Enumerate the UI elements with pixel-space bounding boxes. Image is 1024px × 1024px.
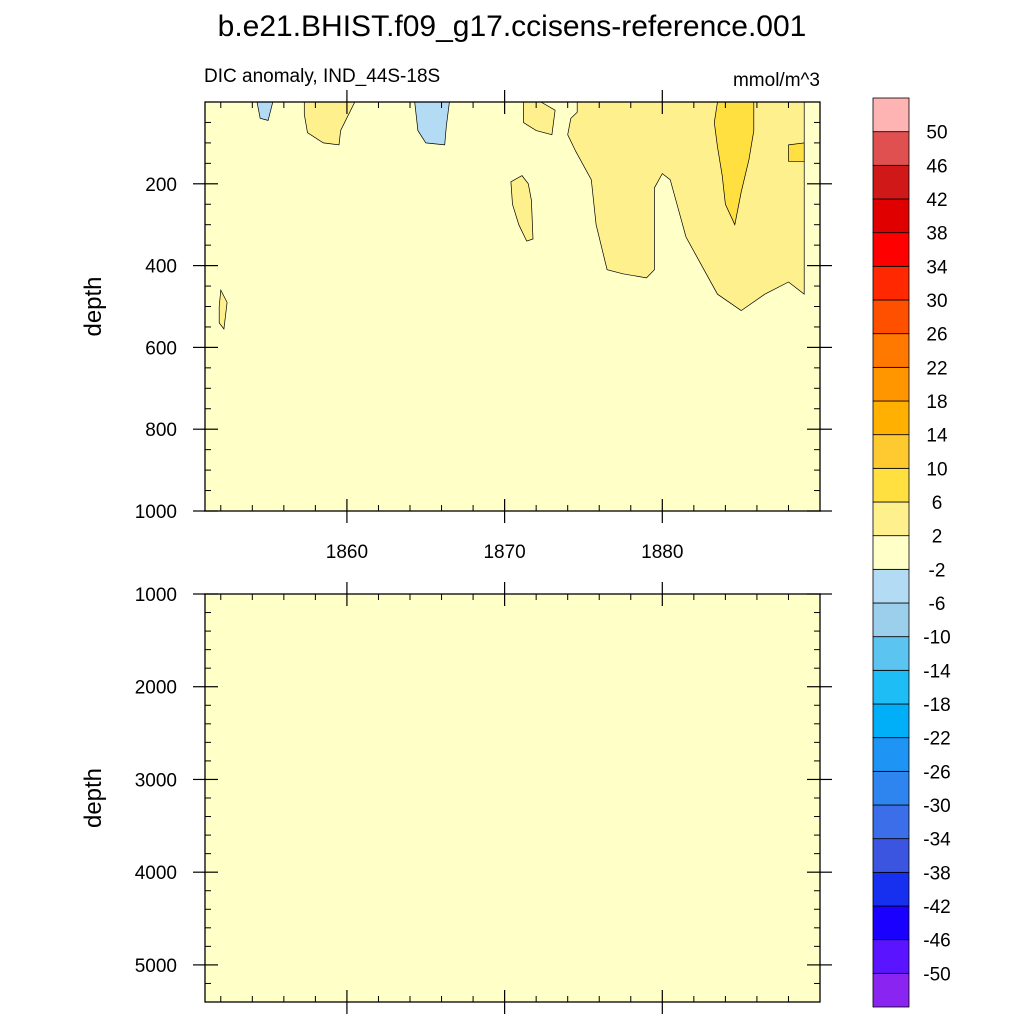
colorbar-label: 42 (926, 190, 947, 211)
y-tick-label: 1000 (135, 585, 177, 606)
colorbar-swatch (872, 400, 910, 436)
colorbar-swatch (872, 804, 910, 840)
colorbar-swatch (872, 131, 910, 166)
colorbar-swatch (872, 265, 910, 301)
colorbar-label: -6 (929, 594, 946, 615)
contour-region (713, 102, 755, 226)
y-tick-label: 800 (145, 420, 177, 441)
x-tick-label: 1880 (641, 542, 683, 563)
colorbar-swatch (872, 568, 910, 604)
colorbar-swatch (872, 636, 910, 671)
colorbar-swatch (872, 737, 910, 772)
colorbar-label: 18 (926, 392, 947, 413)
panel-frame (204, 101, 821, 512)
y-axis-label: depth (80, 768, 107, 828)
y-tick-label: 4000 (135, 863, 177, 884)
colorbar-label: 26 (926, 325, 947, 346)
colorbar-swatch (872, 333, 910, 368)
chart-units: mmol/m^3 (733, 70, 820, 91)
contour-regions (218, 102, 805, 330)
colorbar-label: 2 (932, 527, 943, 548)
contour-region (303, 102, 356, 146)
contour-region (256, 102, 274, 121)
x-tick-label: 1860 (326, 542, 368, 563)
colorbar-swatch (872, 232, 910, 267)
colorbar-swatch (872, 703, 910, 739)
colorbar-label: 38 (926, 224, 947, 245)
colorbar-swatch (872, 669, 910, 705)
chart-subtitle-left: DIC anomaly, IND_44S-18S (204, 66, 440, 87)
colorbar-label: 14 (926, 426, 948, 447)
y-tick-label: 5000 (135, 956, 177, 977)
colorbar: -50-46-42-38-34-30-26-22-18-14-10-6-2261… (872, 97, 951, 1008)
colorbar-swatch (872, 871, 910, 907)
contour-region (788, 142, 805, 162)
y-tick-label: 3000 (135, 770, 177, 791)
colorbar-swatch (872, 535, 910, 570)
colorbar-label: -42 (923, 897, 950, 918)
colorbar-swatch (872, 366, 910, 402)
contour-region (218, 288, 228, 330)
contour-region (523, 102, 556, 136)
colorbar-label: -38 (923, 863, 950, 884)
upper-panel: 200 400 600 800 1000 1860 1870 1880 depth (80, 90, 832, 563)
colorbar-label: 22 (926, 358, 947, 379)
colorbar-swatch (872, 164, 910, 200)
colorbar-swatch (872, 770, 910, 806)
colorbar-label: -22 (923, 729, 950, 750)
y-axis-label: depth (80, 276, 107, 336)
colorbar-swatch (872, 97, 910, 133)
colorbar-label: 30 (926, 291, 947, 312)
colorbar-swatch (872, 939, 910, 974)
colorbar-label: 6 (932, 493, 943, 514)
colorbar-swatch (872, 299, 910, 335)
colorbar-label: -46 (923, 931, 950, 952)
colorbar-label: 34 (926, 257, 948, 278)
y-tick-label: 1000 (135, 502, 177, 523)
panel-background (205, 594, 820, 1002)
contour-region (414, 102, 450, 146)
colorbar-swatch (872, 467, 910, 503)
colorbar-swatch (872, 434, 910, 469)
colorbar-swatch (872, 838, 910, 873)
lower-panel: 1000 2000 3000 4000 5000 depth (80, 582, 832, 1014)
colorbar-label: -30 (923, 796, 950, 817)
colorbar-label: -18 (923, 695, 950, 716)
panel-frame (204, 593, 821, 1003)
colorbar-swatch (872, 602, 910, 638)
colorbar-label: -26 (923, 762, 950, 783)
contour-region (510, 175, 534, 242)
colorbar-label: 50 (926, 123, 947, 144)
chart-title: b.e21.BHIST.f09_g17.ccisens-reference.00… (218, 10, 807, 43)
colorbar-swatch (872, 905, 910, 941)
colorbar-swatch (872, 501, 910, 537)
y-tick-label: 2000 (135, 678, 177, 699)
y-tick-label: 200 (145, 175, 177, 196)
colorbar-label: -10 (923, 628, 950, 649)
x-tick-label: 1870 (483, 542, 525, 563)
colorbar-label: -2 (929, 560, 946, 581)
colorbar-label: 10 (926, 459, 947, 480)
y-tick-label: 400 (145, 257, 177, 278)
y-tick-label: 600 (145, 338, 177, 359)
colorbar-label: -14 (923, 661, 951, 682)
colorbar-label: -50 (923, 964, 950, 985)
colorbar-label: -34 (923, 830, 951, 851)
colorbar-label: 46 (926, 156, 947, 177)
colorbar-swatch (872, 972, 910, 1008)
colorbar-swatch (872, 198, 910, 234)
